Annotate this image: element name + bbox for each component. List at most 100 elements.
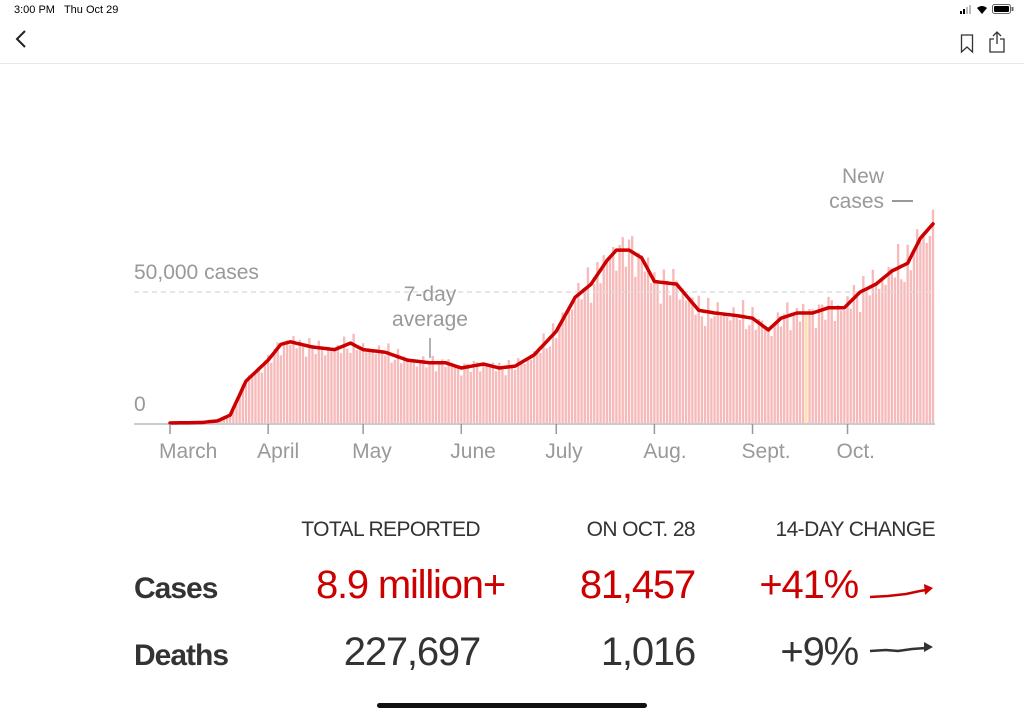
daily-cases-bar: [732, 307, 735, 423]
daily-cases-bar: [333, 347, 336, 423]
daily-cases-bar: [222, 417, 226, 423]
daily-cases-bar: [858, 311, 862, 423]
daily-cases-bar: [526, 358, 529, 423]
daily-cases-bar: [684, 300, 688, 423]
daily-cases-bar: [358, 350, 362, 423]
daily-cases-bar: [235, 404, 238, 423]
daily-cases-bar: [336, 345, 339, 423]
daily-cases-bar: [444, 366, 447, 423]
daily-cases-bar: [599, 283, 602, 423]
daily-cases-bar: [542, 333, 545, 423]
daily-cases-bar: [532, 351, 536, 423]
daily-cases-bar: [754, 329, 757, 423]
daily-cases-bar: [365, 352, 368, 423]
daily-cases-bar: [510, 367, 514, 423]
daily-cases-bar: [330, 351, 333, 423]
daily-cases-bar: [852, 285, 856, 423]
signal-icon: [960, 4, 971, 14]
y-tick-label-0: 0: [134, 393, 146, 416]
daily-cases-bar: [716, 302, 719, 423]
daily-cases-bar: [612, 247, 615, 423]
bookmark-button[interactable]: [960, 34, 974, 59]
daily-cases-bar: [548, 346, 552, 423]
daily-cases-bar: [311, 345, 314, 423]
daily-cases-bar: [925, 242, 928, 423]
daily-cases-bar: [760, 320, 764, 423]
share-button[interactable]: [988, 31, 1006, 58]
daily-cases-bar: [915, 229, 919, 423]
daily-cases-bar: [507, 359, 510, 423]
x-tick-label: May: [352, 440, 392, 463]
daily-cases-bar: [802, 304, 805, 423]
daily-cases-bar: [460, 375, 463, 423]
daily-cases-bar: [456, 365, 460, 423]
daily-cases-bar: [817, 304, 821, 423]
daily-cases-bar: [909, 270, 913, 423]
daily-cases-bar: [399, 363, 403, 423]
daily-cases-bar: [922, 232, 925, 423]
daily-cases-bar: [523, 363, 526, 423]
status-icons: [960, 4, 1014, 14]
daily-cases-bar: [570, 309, 574, 423]
daily-cases-bar: [656, 279, 659, 423]
daily-cases-bar: [320, 347, 324, 423]
home-indicator[interactable]: [377, 703, 647, 708]
annotation-cases: cases: [829, 190, 884, 213]
x-tick-label: July: [545, 440, 583, 463]
deaths-on-date: 1,016: [600, 630, 696, 674]
daily-cases-bar: [292, 336, 295, 423]
daily-cases-bar: [703, 325, 707, 423]
bars-group: [171, 209, 935, 423]
battery-icon: [992, 4, 1014, 14]
daily-cases-bar: [903, 282, 906, 423]
daily-cases-bar: [406, 357, 409, 423]
daily-cases-bar: [371, 351, 374, 423]
daily-cases-bar: [346, 348, 349, 423]
daily-cases-bar: [349, 352, 352, 423]
daily-cases-bar: [789, 330, 792, 423]
daily-cases-bar: [890, 268, 894, 423]
daily-cases-bar: [295, 348, 298, 423]
daily-cases-bar: [355, 349, 358, 423]
daily-cases-bar: [741, 300, 745, 423]
daily-cases-bar: [833, 320, 837, 423]
daily-cases-bar: [384, 355, 387, 423]
daily-cases-bar: [678, 299, 681, 423]
daily-cases-bar: [849, 308, 852, 423]
x-tick-label: March: [159, 440, 217, 463]
row-label-cases: Cases: [134, 572, 218, 605]
daily-cases-bar: [846, 296, 849, 423]
daily-cases-bar: [317, 340, 320, 423]
daily-cases-bar: [472, 360, 476, 423]
daily-cases-bar: [634, 276, 637, 423]
daily-cases-bar: [729, 320, 732, 423]
daily-cases-bar: [694, 314, 697, 423]
daily-cases-bar: [488, 366, 491, 423]
back-button[interactable]: [14, 28, 28, 57]
header-total-reported: TOTAL REPORTED: [301, 518, 480, 541]
daily-cases-bar: [409, 362, 412, 423]
daily-cases-bar: [745, 329, 748, 423]
daily-cases-bar: [811, 309, 814, 423]
daily-cases-bar: [928, 235, 932, 423]
daily-cases-bar: [469, 371, 472, 423]
daily-cases-bar: [713, 316, 716, 423]
daily-cases-bar: [475, 362, 479, 423]
daily-cases-bar: [415, 366, 419, 423]
annotation-7day: 7-day: [404, 283, 457, 306]
daily-cases-bar: [707, 297, 710, 423]
daily-cases-bar: [536, 350, 539, 423]
daily-cases-bar: [624, 266, 628, 423]
nav-bar: [0, 26, 1024, 64]
daily-cases-bar: [779, 326, 783, 423]
daily-cases-bar: [513, 369, 517, 423]
daily-cases-bar: [323, 355, 327, 423]
y-tick-label-50000: 50,000 cases: [134, 261, 259, 284]
wifi-icon: [977, 5, 987, 14]
daily-cases-bar: [814, 328, 818, 423]
daily-cases-bar: [643, 271, 647, 423]
cases-total: 8.9 million+: [315, 563, 506, 607]
daily-cases-bar: [646, 257, 650, 423]
daily-cases-bar: [282, 341, 286, 423]
daily-cases-bar: [361, 343, 365, 423]
